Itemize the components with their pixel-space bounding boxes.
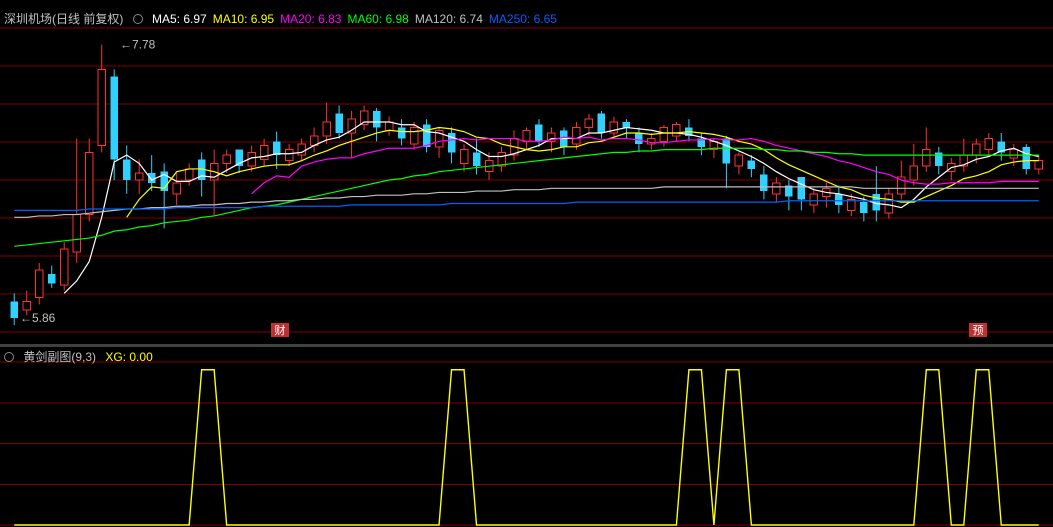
- svg-text:←7.78: ←7.78: [120, 38, 156, 52]
- sub-indicator-chart[interactable]: [0, 346, 1053, 527]
- ma-legend-item: MA10: 6.95: [213, 12, 274, 26]
- toggle-icon[interactable]: [4, 352, 14, 362]
- ma-legend-item: MA120: 6.74: [415, 12, 483, 26]
- ma-legend-item: MA60: 6.98: [347, 12, 408, 26]
- ma-legend: MA5: 6.97 MA10: 6.95 MA20: 6.83 MA60: 6.98 M…: [152, 12, 563, 26]
- ma-legend-item: MA250: 6.65: [489, 12, 557, 26]
- main-candlestick-chart[interactable]: ←7.78 ←5.86 财 预: [0, 10, 1053, 346]
- svg-text:←5.86: ←5.86: [20, 311, 56, 325]
- svg-text:预: 预: [973, 324, 984, 337]
- sub-xg-label: XG: 0.00: [105, 350, 152, 364]
- sub-chart-header: 黄剑副图(9,3) XG: 0.00: [4, 348, 159, 364]
- stock-title: 深圳机场(日线 前复权): [4, 12, 123, 26]
- sub-indicator-title: 黄剑副图(9,3): [23, 350, 96, 364]
- svg-text:财: 财: [275, 323, 286, 337]
- ma-legend-item: MA20: 6.83: [280, 12, 341, 26]
- main-chart-header: 深圳机场(日线 前复权) MA5: 6.97 MA10: 6.95 MA20: 6.…: [4, 10, 569, 26]
- toggle-icon[interactable]: [133, 14, 143, 24]
- chart-container: 深圳机场(日线 前复权) MA5: 6.97 MA10: 6.95 MA20: 6.…: [0, 0, 1053, 527]
- ma-legend-item: MA5: 6.97: [152, 12, 207, 26]
